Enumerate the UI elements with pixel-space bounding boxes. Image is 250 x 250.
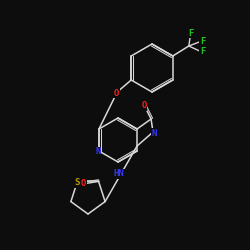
Text: F: F <box>188 28 194 38</box>
Text: HN: HN <box>114 169 124 178</box>
Text: S: S <box>75 178 80 187</box>
Text: N: N <box>151 128 157 138</box>
Text: N: N <box>95 148 101 156</box>
Text: F: F <box>200 36 205 46</box>
Text: O: O <box>114 88 119 98</box>
Text: F: F <box>200 48 205 56</box>
Text: O: O <box>81 179 86 188</box>
Text: O: O <box>141 102 147 110</box>
